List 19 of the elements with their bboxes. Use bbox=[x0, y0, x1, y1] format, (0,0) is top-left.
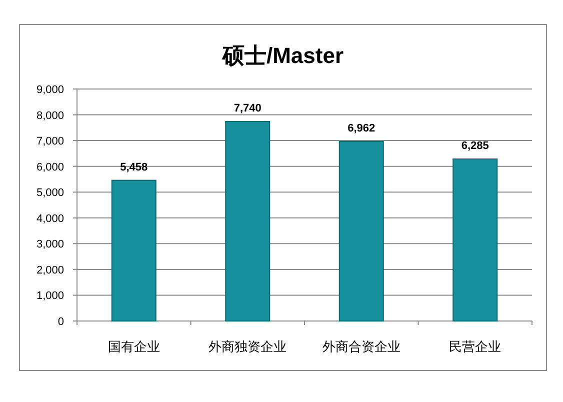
ytick-label: 4,000 bbox=[36, 212, 64, 225]
value-label: 5,458 bbox=[120, 161, 148, 174]
xtick-label: 外商合资企业 bbox=[322, 339, 400, 354]
xtick-label: 民营企业 bbox=[449, 339, 502, 354]
ytick-label: 8,000 bbox=[36, 110, 64, 122]
value-label: 7,740 bbox=[234, 102, 262, 114]
value-label: 6,285 bbox=[461, 140, 489, 152]
ytick-label: 1,000 bbox=[36, 290, 64, 302]
xtick-label: 外商独资企业 bbox=[208, 339, 287, 354]
xtick-label: 国有企业 bbox=[108, 339, 160, 354]
ytick-label: 9,000 bbox=[36, 84, 64, 96]
ytick-label: 6,000 bbox=[36, 161, 64, 174]
ytick-label: 3,000 bbox=[36, 238, 64, 251]
value-label: 6,962 bbox=[348, 122, 376, 135]
ytick-label: 2,000 bbox=[36, 264, 64, 276]
title: 硕士/Master bbox=[222, 43, 344, 68]
ytick-label: 5,000 bbox=[36, 187, 64, 200]
ytick-label: 0 bbox=[58, 316, 64, 328]
ytick-label: 7,000 bbox=[36, 136, 64, 148]
